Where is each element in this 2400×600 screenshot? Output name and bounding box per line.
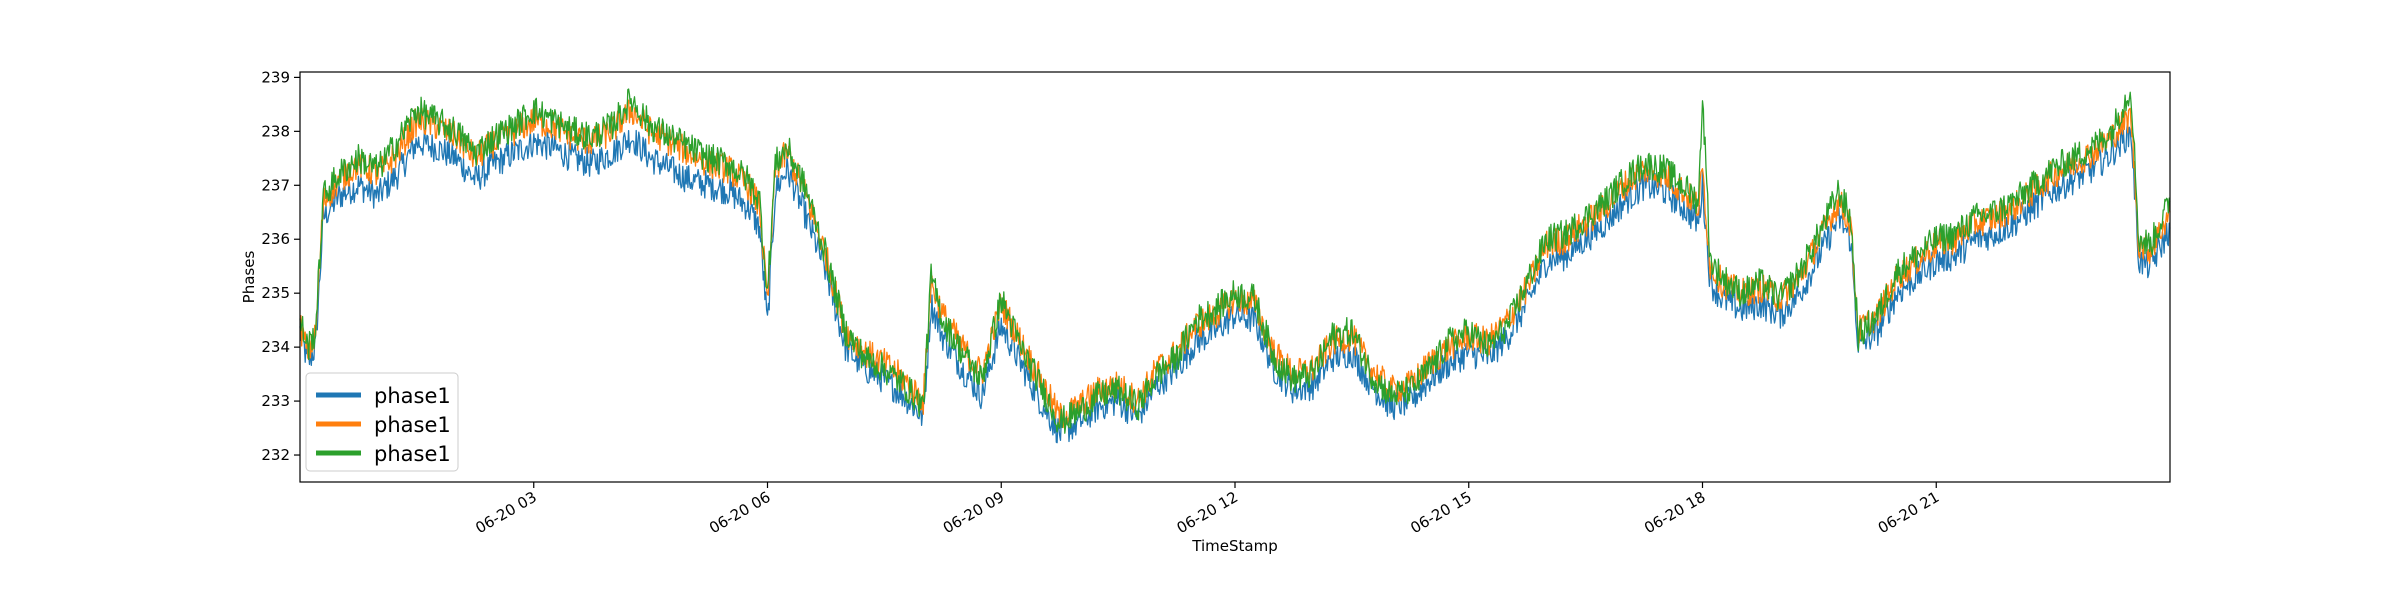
series-layer xyxy=(299,88,2171,444)
y-tick-label: 233 xyxy=(261,392,290,410)
y-axis: 232 233 234 235 236 237 238 239 xyxy=(261,68,300,464)
legend-label-2: phase1 xyxy=(374,413,451,437)
series-line-3 xyxy=(299,88,2171,434)
x-axis-title: TimeStamp xyxy=(1191,537,1277,555)
y-tick-label: 235 xyxy=(261,284,290,302)
legend-label-1: phase1 xyxy=(374,384,451,408)
y-tick-label: 236 xyxy=(261,230,290,248)
y-tick-label: 239 xyxy=(261,68,290,86)
legend-label-3: phase1 xyxy=(374,442,451,466)
legend: phase1 phase1 phase1 xyxy=(305,372,459,472)
y-tick-label: 232 xyxy=(261,446,290,464)
y-tick-label: 237 xyxy=(261,176,290,194)
y-tick-label: 238 xyxy=(261,122,290,140)
y-tick-label: 234 xyxy=(261,338,290,356)
y-axis-title: Phases xyxy=(240,251,258,304)
